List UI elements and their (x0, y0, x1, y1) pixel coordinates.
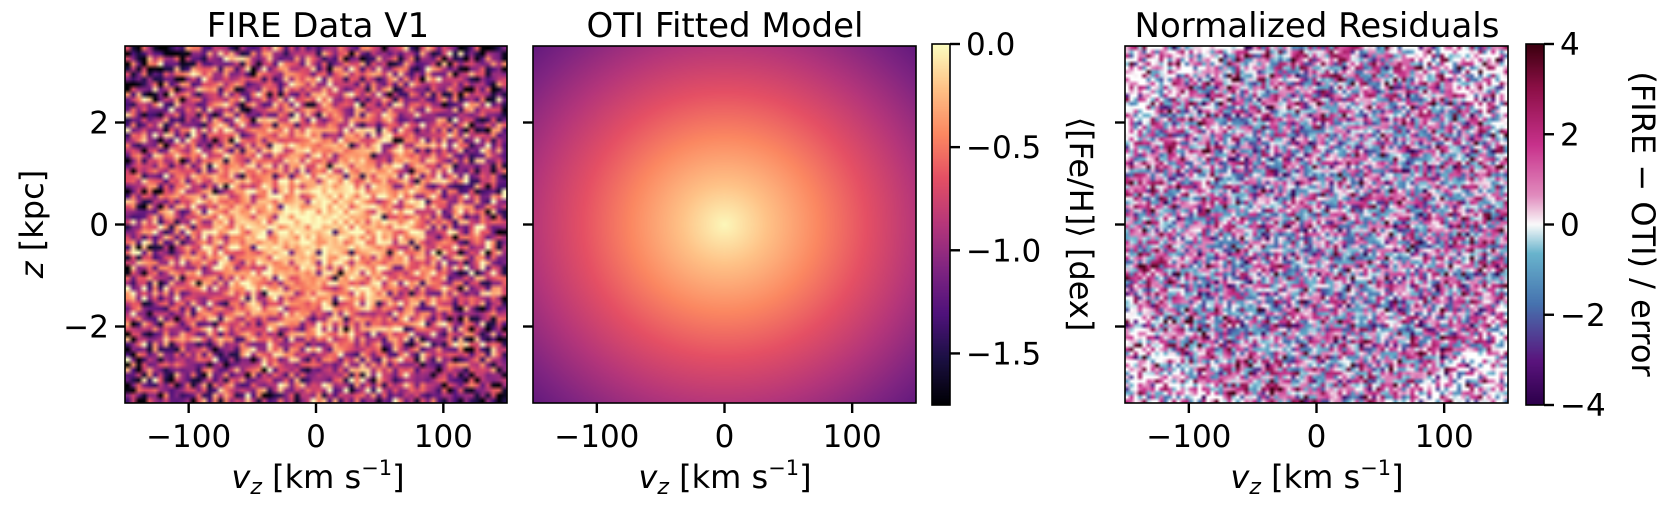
x-tick-label: 100 (1415, 419, 1474, 455)
colorbar-feh: 0.0 −0.5 −1.0 −1.5 ⟨[Fe/H]⟩ [dex] (931, 27, 1100, 406)
x-tick-label: −100 (554, 419, 639, 455)
ticks-fire: −100 0 100 2 0 −2 (63, 106, 473, 456)
x-tick-label: 0 (1307, 419, 1327, 455)
panel-title-fire: FIRE Data V1 (207, 6, 429, 46)
y-tick-label: 0 (89, 208, 109, 244)
heatmap-oti (533, 46, 916, 403)
heatmap-residuals (1125, 46, 1508, 403)
colorbar-tick-label: 2 (1560, 117, 1580, 153)
colorbar-tick-label: −1.5 (966, 336, 1041, 372)
y-axis-label-fire: z [kpc] (13, 170, 51, 279)
colorbar-tick-label: −1.0 (966, 233, 1041, 269)
colorbar-residuals: 4 2 0 −2 −4 (FIRE − OTI) / error (1525, 27, 1660, 424)
colorbar-tick-label: −4 (1560, 388, 1606, 424)
colorbar-tick-label: 0 (1560, 208, 1580, 244)
x-tick-label: 100 (414, 419, 473, 455)
x-tick-label: 100 (823, 419, 882, 455)
colorbar-tick-label: 0.0 (966, 27, 1015, 63)
y-tick-label: −2 (63, 310, 109, 346)
panel-residuals: Normalized Residuals −100 0 100 vz [km s−1… (1115, 6, 1509, 500)
colorbar-feh-label: ⟨[Fe/H]⟩ [dex] (1062, 117, 1100, 332)
colorbar-residuals-gradient (1526, 44, 1544, 405)
heatmap-fire (125, 46, 507, 403)
colorbar-tick-label: −0.5 (966, 130, 1041, 166)
colorbar-feh-ticks: 0.0 −0.5 −1.0 −1.5 (950, 27, 1041, 372)
panel-oti-model: OTI Fitted Model −100 0 100 vz [km s−1] (523, 6, 917, 500)
x-tick-label: −100 (146, 419, 231, 455)
x-tick-label: −100 (1146, 419, 1231, 455)
colorbar-residuals-label: (FIRE − OTI) / error (1624, 71, 1660, 377)
colorbar-tick-label: −2 (1560, 298, 1606, 334)
x-tick-label: 0 (715, 419, 735, 455)
colorbar-feh-frame (931, 43, 951, 406)
colorbar-tick-label: 4 (1560, 27, 1580, 63)
x-axis-label-residuals: vz [km s−1] (1230, 456, 1403, 500)
panel-fire-data: FIRE Data V1 −100 0 100 2 0 −2 vz [km s−1] z … (13, 6, 508, 500)
ticks-oti: −100 0 100 (523, 121, 882, 455)
y-tick-label: 2 (89, 106, 109, 142)
panel-title-oti: OTI Fitted Model (587, 6, 864, 46)
x-axis-label-fire: vz [km s−1] (231, 456, 404, 500)
x-tick-label: 0 (306, 419, 326, 455)
x-axis-label-oti: vz [km s−1] (638, 456, 811, 500)
panel-title-residuals: Normalized Residuals (1135, 6, 1500, 46)
colorbar-feh-gradient (932, 44, 950, 405)
colorbar-residuals-ticks: 4 2 0 −2 −4 (1544, 27, 1606, 424)
ticks-residuals: −100 0 100 (1115, 121, 1474, 455)
